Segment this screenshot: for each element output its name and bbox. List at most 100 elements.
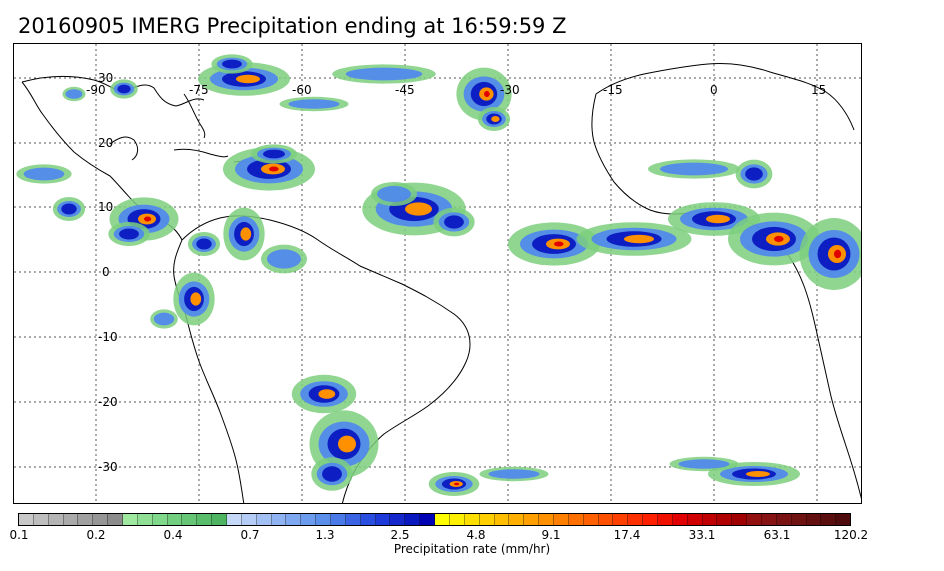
precip-cell <box>660 162 728 176</box>
colorbar-swatch <box>494 514 510 525</box>
colorbar-swatch <box>78 514 94 525</box>
colorbar-swatch <box>791 514 807 525</box>
precip-cell <box>377 186 411 202</box>
colorbar-swatch <box>687 514 703 525</box>
precip-cell <box>288 99 340 109</box>
colorbar-tick-label: 33.1 <box>688 528 716 542</box>
colorbar-swatch <box>702 514 718 525</box>
colorbar-tick-label: 0.1 <box>9 528 29 542</box>
colorbar-swatch <box>167 514 183 525</box>
precip-cell <box>774 235 784 243</box>
lat-label: -10 <box>98 330 118 344</box>
colorbar-swatch <box>747 514 762 525</box>
lon-label: 0 <box>710 83 718 97</box>
precip-cell <box>269 166 279 172</box>
lat-label: -30 <box>98 460 118 474</box>
precip-cell <box>444 215 464 229</box>
colorbar-swatch <box>345 514 361 525</box>
colorbar-swatch <box>509 514 525 525</box>
precip-cell <box>405 202 432 216</box>
precip-cell <box>454 482 460 486</box>
lon-tick-labels: -90 -75 -60 -45 -30 -15 0 15 <box>86 83 826 97</box>
colorbar-title: Precipitation rate (mm/hr) <box>393 542 551 556</box>
colorbar-swatch <box>524 514 540 525</box>
colorbar-swatch <box>375 514 391 525</box>
colorbar-swatch <box>271 514 287 525</box>
lat-tick-labels: 30 20 10 0 -10 -20 -30 <box>98 71 118 474</box>
colorbar-swatch <box>360 514 376 525</box>
colorbar-swatch <box>286 514 302 525</box>
precip-cell <box>318 389 336 399</box>
colorbar-swatch <box>776 514 792 525</box>
colorbar-swatch <box>672 514 688 525</box>
colorbar-swatch <box>19 514 34 525</box>
precip-cell <box>706 214 730 224</box>
colorbar-swatch <box>316 514 332 525</box>
lat-label: 20 <box>98 136 113 150</box>
precip-cell <box>322 466 342 482</box>
lat-label: 30 <box>98 71 113 85</box>
precip-cell <box>236 74 260 84</box>
lon-label: -45 <box>395 83 415 97</box>
colorbar-swatch <box>152 514 168 525</box>
precip-cell <box>746 471 770 477</box>
map-canvas: -90 -75 -60 -45 -30 -15 0 15 30 20 10 0 … <box>14 44 861 503</box>
colorbar-swatch <box>613 514 629 525</box>
colorbar-swatch <box>539 514 554 525</box>
colorbar-swatch <box>583 514 599 525</box>
colorbar-swatch <box>761 514 777 525</box>
lon-label: 15 <box>811 83 826 97</box>
colorbar-swatch <box>643 514 658 525</box>
precip-cell <box>144 216 152 222</box>
lon-label: -90 <box>86 83 106 97</box>
precip-cell <box>345 67 423 81</box>
precip-cell <box>61 203 77 215</box>
colorbar-tick-label: 0.2 <box>86 528 106 542</box>
lat-label: 0 <box>102 265 110 279</box>
colorbar-swatch <box>821 514 837 525</box>
colorbar-swatch <box>301 514 317 525</box>
colorbar-swatch <box>628 514 644 525</box>
colorbar-swatch <box>405 514 421 525</box>
colorbar-swatch <box>137 514 153 525</box>
colorbar-swatch <box>420 514 436 525</box>
colorbar-swatch <box>48 514 64 525</box>
precip-cell <box>222 59 242 69</box>
precip-cell <box>196 238 212 250</box>
precip-cell <box>190 292 202 306</box>
colorbar-swatch <box>717 514 733 525</box>
colorbar <box>18 513 851 526</box>
precip-cell <box>240 227 252 241</box>
lon-label: -75 <box>189 83 209 97</box>
colorbar-swatch <box>63 514 79 525</box>
colorbar-swatch <box>331 514 346 525</box>
colorbar-swatch <box>256 514 272 525</box>
colorbar-swatch <box>227 514 242 525</box>
precip-cell <box>23 167 65 181</box>
colorbar-tick-label: 0.4 <box>163 528 183 542</box>
precip-cell <box>119 228 139 240</box>
colorbar-swatch <box>108 514 124 525</box>
precipitation-map[interactable]: -90 -75 -60 -45 -30 -15 0 15 30 20 10 0 … <box>13 43 862 504</box>
precip-cell <box>263 149 285 159</box>
colorbar-swatch <box>33 514 49 525</box>
lat-lon-grid <box>14 44 861 503</box>
colorbar-tick-label: 63.1 <box>763 528 791 542</box>
precip-cell <box>488 469 540 479</box>
precip-cell <box>153 312 175 326</box>
colorbar-swatch <box>598 514 614 525</box>
precip-cell <box>745 167 763 181</box>
colorbar-tick-label: 4.8 <box>466 528 486 542</box>
lat-label: -20 <box>98 395 118 409</box>
colorbar-tick-label: 1.3 <box>315 528 335 542</box>
colorbar-tick-label: 9.1 <box>541 528 561 542</box>
colorbar-swatch <box>449 514 465 525</box>
precip-cell <box>484 90 490 98</box>
colorbar-swatch <box>241 514 257 525</box>
colorbar-swatch <box>93 514 109 525</box>
precip-cell <box>338 435 356 453</box>
colorbar-swatch <box>123 514 138 525</box>
precip-cell <box>267 249 301 269</box>
precipitation-layer <box>16 54 861 496</box>
colorbar-swatch <box>182 514 198 525</box>
